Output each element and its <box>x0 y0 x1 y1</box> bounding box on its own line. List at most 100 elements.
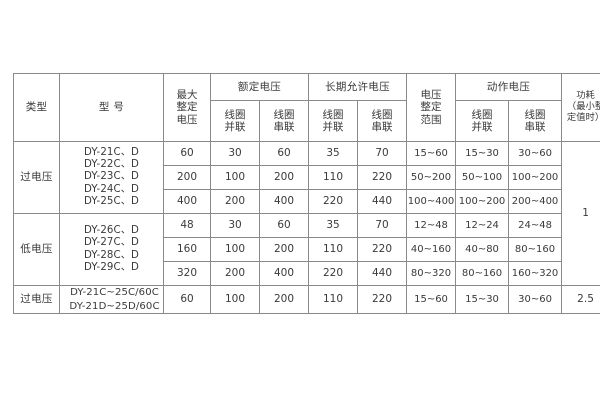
cell-long-series: 440 <box>357 189 408 214</box>
cell-action-parallel: 50~100 <box>455 165 510 190</box>
cell-action-series: 24~48 <box>508 213 563 238</box>
cell-rated-series: 200 <box>258 284 310 315</box>
header-rated-coil-parallel: 线圈 并联 <box>210 100 260 142</box>
label-line-2: 串联 <box>524 121 546 133</box>
model-line: DY-25C、D <box>84 195 139 207</box>
spec-table-container: 类型 型 号 最大 整定 电压 额定电压 长期允许电压 电压 整定 范围 动作电… <box>13 73 600 315</box>
model-line: DY-21C、D <box>84 147 139 159</box>
relay-specification-table: 类型 型 号 最大 整定 电压 额定电压 长期允许电压 电压 整定 范围 动作电… <box>13 73 600 315</box>
cell-action-series: 30~60 <box>508 141 563 166</box>
group-type-undervoltage: 低电压 <box>13 213 60 286</box>
label-line-1: 线圈 <box>273 108 295 121</box>
header-range-line-1: 电压 <box>420 88 442 101</box>
label-line-1: 线圈 <box>322 108 344 121</box>
cell-power-consumption-3: 2.5 <box>561 284 600 315</box>
label-line-2: 串联 <box>273 121 295 133</box>
cell-rated-series: 200 <box>258 237 310 262</box>
header-max-line-3: 电压 <box>176 113 198 126</box>
cell-max-setting-voltage: 60 <box>163 141 211 166</box>
table-row: 160 100 200 110 220 40~160 40~80 80~160 <box>14 237 600 262</box>
cell-rated-parallel: 200 <box>210 261 260 286</box>
header-power-line-3: 定值时） <box>566 111 600 123</box>
header-rated-coil-series: 线圈 串联 <box>258 100 310 142</box>
cell-max-setting-voltage: 400 <box>163 189 211 214</box>
cell-action-series: 100~200 <box>508 165 563 190</box>
cell-long-parallel: 220 <box>308 261 359 286</box>
cell-voltage-range: 40~160 <box>406 237 457 262</box>
cell-action-parallel: 15~30 <box>455 284 510 315</box>
header-power-line-2: （最小整 <box>566 101 600 113</box>
label-line-1: 线圈 <box>371 108 393 121</box>
cell-max-setting-voltage: 48 <box>163 213 211 238</box>
header-range-line-3: 范围 <box>420 113 442 126</box>
cell-long-parallel: 220 <box>308 189 359 214</box>
cell-voltage-range: 15~60 <box>406 284 457 315</box>
header-max-line-1: 最大 <box>176 88 198 101</box>
table-row: 低电压 DY-26C、D DY-27C、D DY-28C、D DY-29C、D … <box>13 213 600 286</box>
header-action-voltage: 动作电压 <box>455 73 563 101</box>
table-header: 类型 型 号 最大 整定 电压 额定电压 长期允许电压 电压 整定 范围 动作电… <box>13 73 600 142</box>
header-max-setting-voltage: 最大 整定 电压 <box>163 73 211 142</box>
cell-long-series: 70 <box>357 141 408 166</box>
cell-rated-series: 200 <box>258 165 310 190</box>
label-line-1: 线圈 <box>224 108 246 121</box>
cell-rated-parallel: 100 <box>210 237 260 262</box>
header-model: 型 号 <box>59 73 164 142</box>
group-models-3: DY-21C~25C/60C DY-21D~25D/60C <box>59 284 164 315</box>
model-line: DY-27C、D <box>84 237 139 249</box>
header-long-coil-series: 线圈 串联 <box>357 100 408 142</box>
cell-long-parallel: 110 <box>308 165 359 190</box>
model-line: DY-23C、D <box>84 171 139 183</box>
model-line: DY-21C~25C/60C <box>70 287 159 298</box>
cell-action-series: 160~320 <box>508 261 563 286</box>
header-type: 类型 <box>13 73 60 142</box>
cell-long-parallel: 110 <box>308 237 359 262</box>
cell-voltage-range: 100~400 <box>406 189 457 214</box>
cell-long-series: 220 <box>357 165 408 190</box>
table-row: 400 200 400 220 440 100~400 100~200 200~… <box>14 189 600 214</box>
group-models-1: DY-21C、D DY-22C、D DY-23C、D DY-24C、D DY-2… <box>59 141 164 214</box>
cell-long-parallel: 35 <box>308 213 359 238</box>
model-line: DY-29C、D <box>84 261 139 273</box>
cell-rated-parallel: 30 <box>210 213 260 238</box>
header-long-term-allowable-voltage: 长期允许电压 <box>308 73 408 101</box>
cell-action-parallel: 100~200 <box>455 189 510 214</box>
header-voltage-setting-range: 电压 整定 范围 <box>406 73 457 142</box>
cell-long-series: 70 <box>357 213 408 238</box>
model-line: DY-28C、D <box>84 249 139 261</box>
cell-voltage-range: 80~320 <box>406 261 457 286</box>
model-line: DY-24C、D <box>84 183 139 195</box>
cell-action-parallel: 80~160 <box>455 261 510 286</box>
cell-voltage-range: 50~200 <box>406 165 457 190</box>
cell-action-parallel: 15~30 <box>455 141 510 166</box>
cell-rated-series: 400 <box>258 261 310 286</box>
header-action-coil-series: 线圈 串联 <box>508 100 563 142</box>
group-type-overvoltage-2: 过电压 <box>13 284 60 315</box>
cell-action-series: 80~160 <box>508 237 563 262</box>
table-row: 200 100 200 110 220 50~200 50~100 100~20… <box>14 165 600 190</box>
cell-rated-series: 60 <box>258 213 310 238</box>
group-models-2: DY-26C、D DY-27C、D DY-28C、D DY-29C、D <box>59 213 164 286</box>
cell-rated-parallel: 100 <box>210 284 260 315</box>
cell-max-setting-voltage: 160 <box>163 237 211 262</box>
header-max-line-2: 整定 <box>176 101 198 114</box>
cell-rated-series: 400 <box>258 189 310 214</box>
header-action-coil-parallel: 线圈 并联 <box>455 100 510 142</box>
table-body: 过电压 DY-21C、D DY-22C、D DY-23C、D DY-24C、D … <box>13 141 600 315</box>
cell-long-series: 440 <box>357 261 408 286</box>
header-range-line-2: 整定 <box>420 101 442 114</box>
cell-long-series: 220 <box>357 284 408 315</box>
cell-action-series: 200~400 <box>508 189 563 214</box>
table-row: 过电压 DY-21C、D DY-22C、D DY-23C、D DY-24C、D … <box>13 141 600 286</box>
cell-action-parallel: 40~80 <box>455 237 510 262</box>
label-line-2: 并联 <box>471 121 493 133</box>
model-line: DY-26C、D <box>84 225 139 237</box>
group-type-overvoltage-1: 过电压 <box>13 141 60 214</box>
label-line-1: 线圈 <box>524 108 546 121</box>
model-line: DY-21D~25D/60C <box>69 300 160 312</box>
cell-power-consumption-shared: 1 <box>561 141 600 286</box>
label-line-2: 串联 <box>371 121 393 133</box>
label-line-1: 线圈 <box>471 108 493 121</box>
header-long-coil-parallel: 线圈 并联 <box>308 100 359 142</box>
cell-long-parallel: 35 <box>308 141 359 166</box>
